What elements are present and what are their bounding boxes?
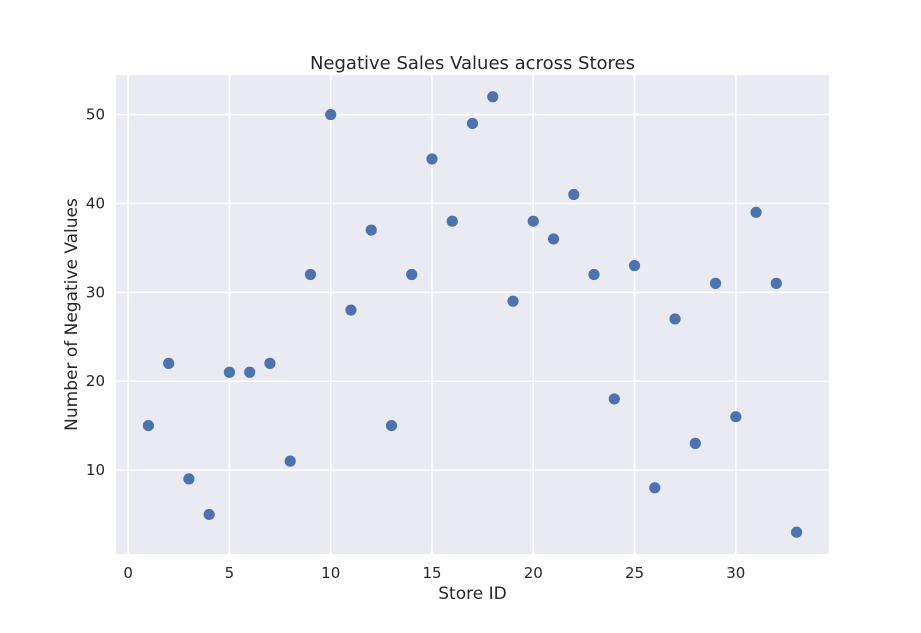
data-point bbox=[385, 419, 398, 432]
x-tick-label: 0 bbox=[123, 564, 133, 582]
data-point bbox=[142, 419, 155, 432]
data-point bbox=[547, 233, 560, 245]
y-tick-label: 40 bbox=[86, 194, 105, 212]
y-tick-label: 10 bbox=[86, 461, 105, 479]
data-point bbox=[466, 117, 479, 130]
data-point bbox=[284, 455, 296, 467]
data-point bbox=[264, 357, 276, 369]
data-points bbox=[142, 91, 803, 538]
data-point bbox=[527, 215, 539, 227]
data-point bbox=[730, 411, 742, 423]
data-point bbox=[790, 526, 803, 538]
data-point bbox=[770, 277, 782, 289]
data-point bbox=[568, 188, 580, 201]
data-point bbox=[628, 260, 641, 272]
x-tick-label: 5 bbox=[225, 564, 235, 582]
data-point bbox=[163, 357, 175, 369]
x-tick-label: 20 bbox=[524, 564, 543, 582]
x-tick-label: 10 bbox=[321, 564, 340, 582]
data-point bbox=[183, 473, 195, 485]
chart-title: Negative Sales Values across Stores bbox=[310, 53, 635, 74]
x-tick-label: 15 bbox=[422, 564, 441, 582]
data-point bbox=[588, 268, 600, 281]
data-point bbox=[223, 366, 236, 378]
data-point bbox=[345, 304, 357, 316]
data-point bbox=[649, 482, 661, 494]
data-point bbox=[507, 295, 519, 307]
data-point bbox=[709, 277, 722, 289]
data-point bbox=[406, 268, 418, 281]
data-point bbox=[669, 313, 681, 325]
y-axis-label: Number of Negative Values bbox=[62, 198, 82, 431]
data-point bbox=[446, 215, 458, 227]
data-point bbox=[487, 91, 499, 103]
data-point bbox=[203, 508, 215, 521]
data-point bbox=[608, 393, 620, 405]
y-tick-label: 30 bbox=[86, 283, 105, 301]
tick-labels: 0 5 10 15 20 25 30 10 20 30 40 50 bbox=[86, 106, 745, 582]
data-point bbox=[304, 268, 317, 281]
data-point bbox=[426, 153, 438, 165]
data-point bbox=[689, 437, 701, 449]
x-axis-label: Store ID bbox=[438, 584, 506, 604]
plot-area bbox=[116, 75, 829, 554]
x-tick-label: 30 bbox=[726, 564, 745, 582]
data-point bbox=[325, 108, 337, 121]
y-tick-label: 50 bbox=[86, 106, 105, 124]
y-tick-label: 20 bbox=[86, 372, 105, 390]
data-point bbox=[365, 224, 377, 236]
data-point bbox=[750, 206, 762, 218]
data-point bbox=[244, 366, 256, 378]
grid-lines bbox=[116, 75, 829, 554]
x-tick-label: 25 bbox=[625, 564, 644, 582]
